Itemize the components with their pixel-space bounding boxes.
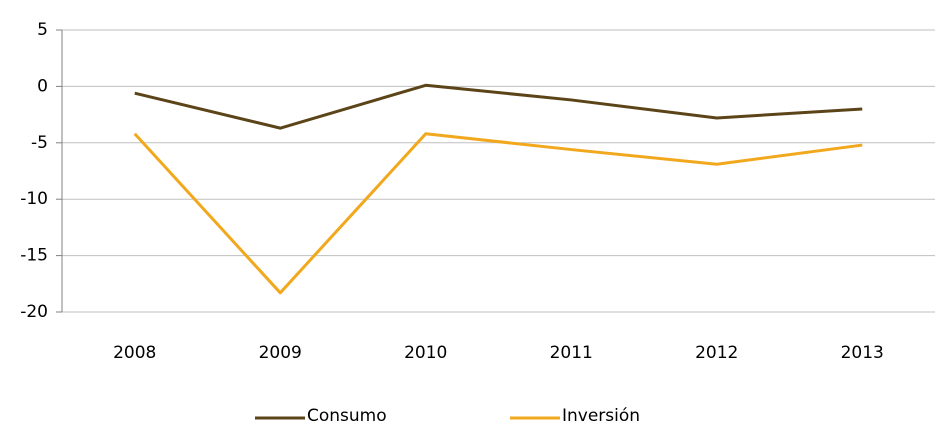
y-tick-label: 0: [37, 76, 48, 96]
series-line: [133, 132, 863, 295]
x-tick-label: 2011: [550, 343, 593, 363]
x-tick-label: 2008: [113, 343, 156, 363]
x-tick-label: 2010: [404, 343, 447, 363]
legend-label: Inversión: [562, 406, 640, 423]
series-line: [134, 83, 863, 130]
y-tick-label: -20: [20, 302, 48, 322]
x-tick-label: 2012: [695, 343, 738, 363]
y-tick-label: 5: [37, 20, 48, 40]
legend-label: Consumo: [307, 406, 387, 423]
y-tick-label: -5: [31, 133, 48, 153]
y-tick-label: -15: [20, 246, 48, 266]
x-tick-label: 2013: [841, 343, 884, 363]
x-tick-label: 2009: [259, 343, 302, 363]
y-tick-label: -10: [20, 189, 48, 209]
